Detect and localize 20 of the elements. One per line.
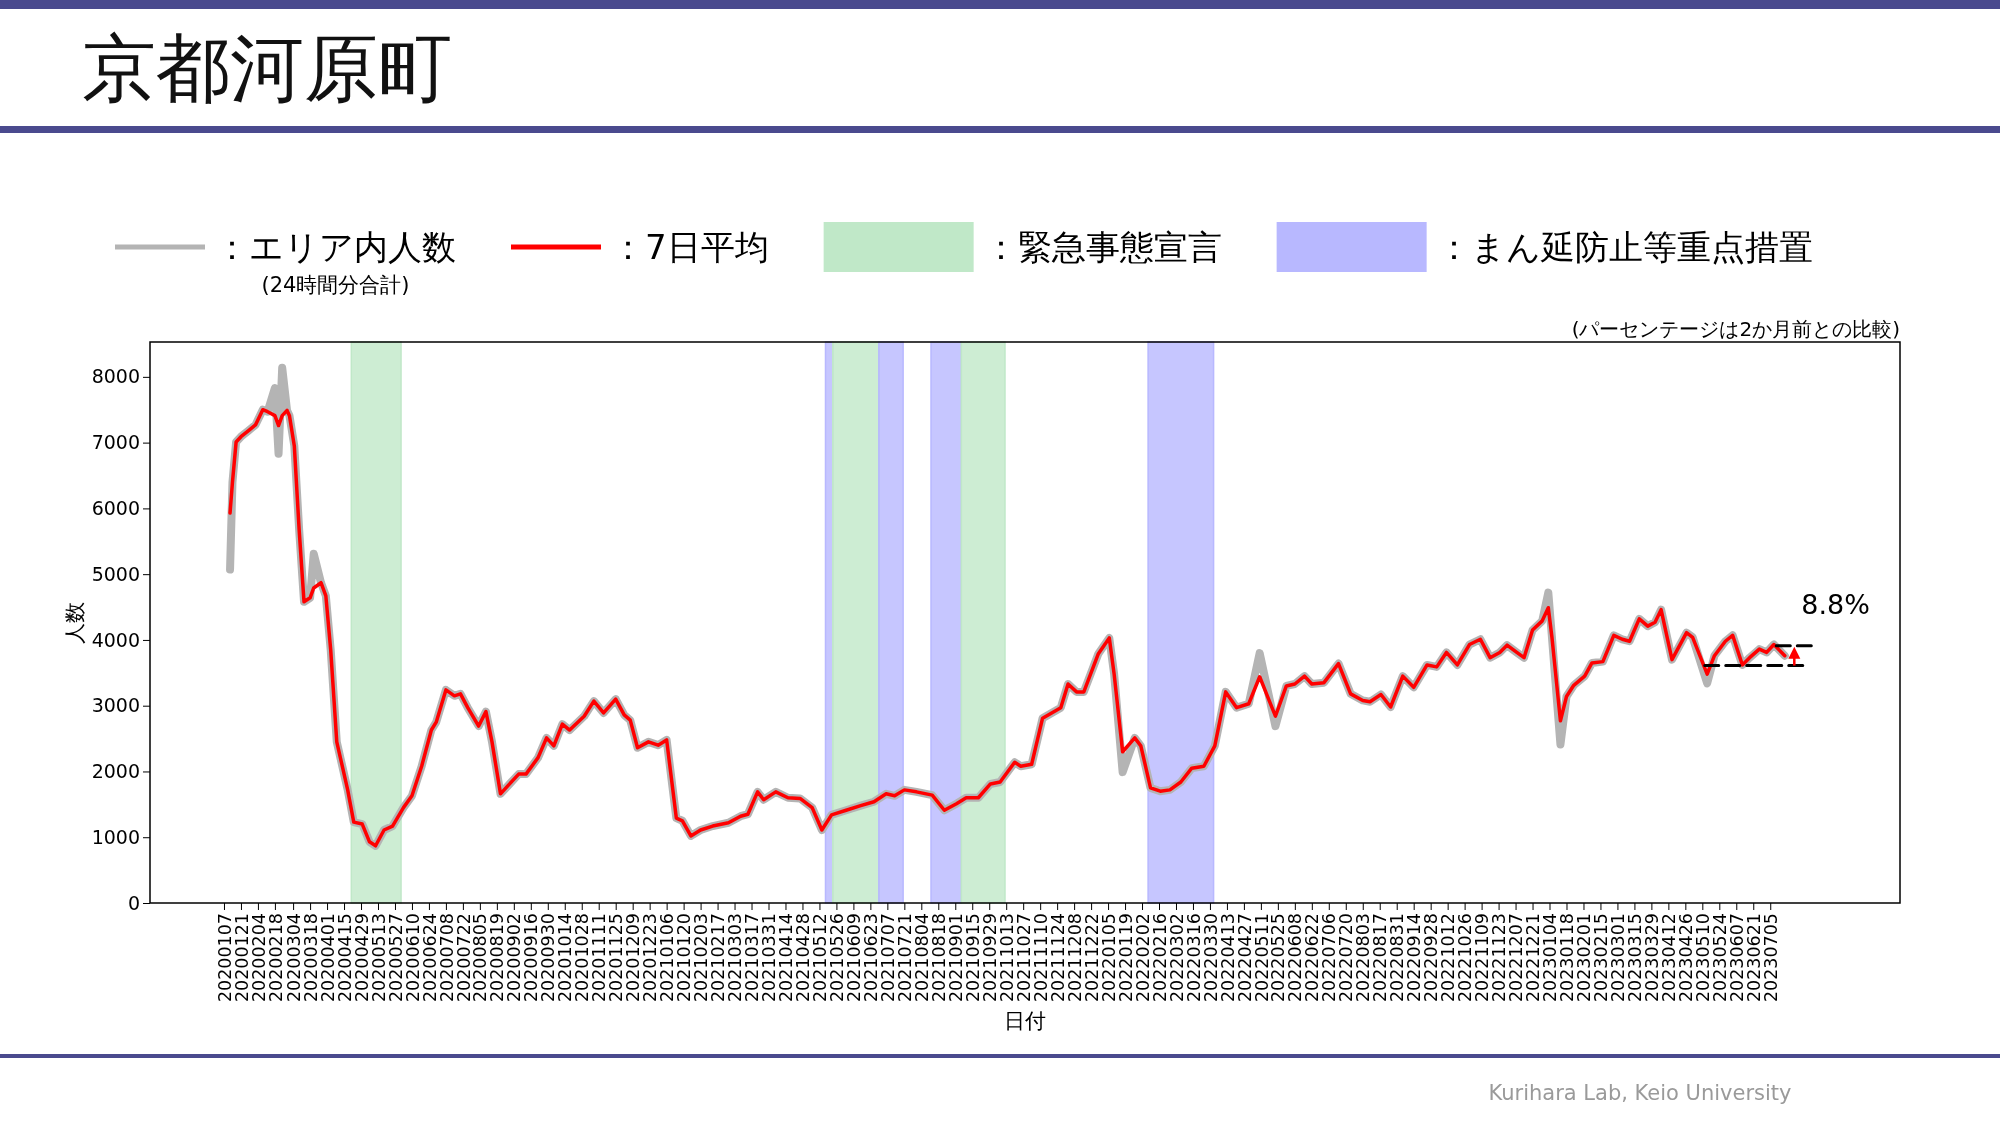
legend-label: ：エリア内人数	[215, 227, 456, 267]
annotation: 8.8%	[1801, 588, 1870, 620]
x-axis-title: 日付	[1004, 1009, 1046, 1033]
y-tick-label: 7000	[91, 431, 140, 454]
text: (24時間分合計)	[261, 273, 410, 297]
text: Kurihara Lab, Keio University	[1488, 1081, 1792, 1105]
y-tick-label: 5000	[91, 562, 140, 585]
y-tick-label: 0	[127, 891, 140, 914]
y-tick-label: 6000	[91, 496, 140, 519]
legend-label: ：7日平均	[611, 227, 769, 267]
legend-label: ：緊急事態宣言	[983, 227, 1222, 267]
y-tick-label: 8000	[91, 365, 140, 388]
y-tick-label: 1000	[91, 825, 140, 848]
y-tick-label: 3000	[91, 694, 140, 717]
text: (パーセンテージは2か月前との比較)	[1571, 317, 1900, 341]
legend-label: ：まん延防止等重点措置	[1436, 227, 1813, 267]
y-axis-title: 人数	[63, 601, 87, 644]
y-tick-label: 2000	[91, 760, 140, 783]
y-tick-label: 4000	[91, 628, 140, 651]
chart-title: 京都河原町	[82, 25, 452, 111]
